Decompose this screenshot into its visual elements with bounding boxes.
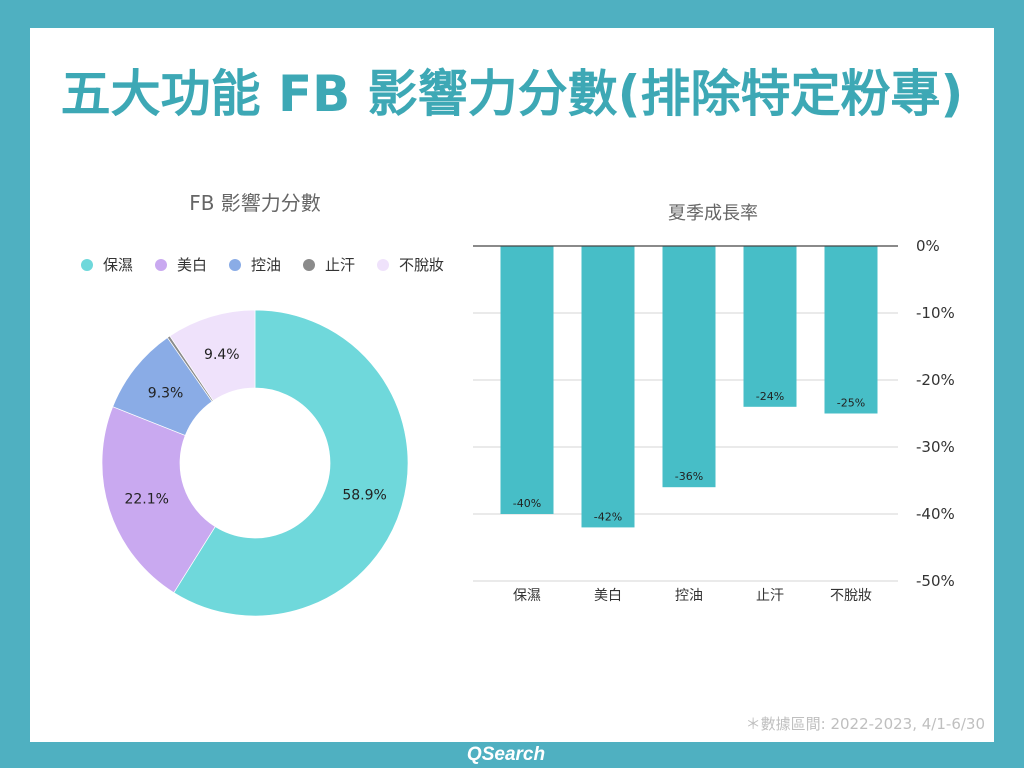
- legend-label-2: 美白: [177, 256, 207, 274]
- bar-3: [662, 246, 716, 488]
- legend-swatch-1: [81, 259, 93, 271]
- x-category-label-3: 控油: [675, 588, 703, 604]
- donut-chart-title: FB 影響力分數: [189, 191, 321, 215]
- donut-slice-2: [101, 406, 216, 594]
- brand-logo: QSearch: [466, 744, 546, 765]
- slide-title: 五大功能 FB 影響力分數(排除特定粉專): [60, 65, 964, 123]
- bar-value-label-2: -42%: [594, 510, 622, 523]
- y-tick-label: -10%: [916, 304, 955, 322]
- y-tick-label: -50%: [916, 572, 955, 590]
- bar-1: [500, 246, 554, 514]
- donut-slice-label-5: 9.4%: [204, 347, 240, 363]
- bar-value-label-1: -40%: [513, 497, 541, 510]
- donut-slice-1: [173, 309, 409, 617]
- y-tick-label: -30%: [916, 438, 955, 456]
- legend-swatch-3: [229, 259, 241, 271]
- legend-label-1: 保濕: [103, 256, 133, 274]
- legend-label-4: 止汗: [325, 256, 355, 274]
- x-category-label-1: 保濕: [513, 588, 541, 604]
- bar-chart-title: 夏季成長率: [668, 203, 758, 224]
- bar-chart: 夏季成長率 0% -10% -20% -30% -40% -50% -40% 保濕 -42% 美白 -…: [473, 203, 955, 604]
- y-tick-label: -20%: [916, 371, 955, 389]
- bar-5: [824, 246, 878, 414]
- y-tick-label: 0%: [916, 237, 940, 255]
- donut-slice-5: [169, 309, 256, 402]
- bar-2: [581, 246, 635, 528]
- bar-4: [743, 246, 797, 407]
- legend-swatch-5: [377, 259, 389, 271]
- bar-value-label-3: -36%: [675, 470, 703, 483]
- x-category-label-2: 美白: [594, 588, 622, 604]
- y-tick-label: -40%: [916, 505, 955, 523]
- legend-swatch-2: [155, 259, 167, 271]
- bar-value-label-5: -25%: [837, 397, 865, 410]
- donut-slice-label-3: 9.3%: [148, 385, 184, 401]
- x-category-label-4: 止汗: [756, 588, 784, 604]
- bar-value-label-4: -24%: [756, 390, 784, 403]
- legend-swatch-4: [303, 259, 315, 271]
- data-range-footnote: ＊數據區間: 2022-2023, 4/1-6/30: [745, 715, 985, 733]
- legend-label-5: 不脫妝: [399, 256, 444, 274]
- legend-label-3: 控油: [251, 256, 281, 274]
- x-category-label-5: 不脫妝: [830, 588, 872, 604]
- donut-slice-label-1: 58.9%: [342, 487, 386, 503]
- donut-slice-label-2: 22.1%: [124, 492, 168, 508]
